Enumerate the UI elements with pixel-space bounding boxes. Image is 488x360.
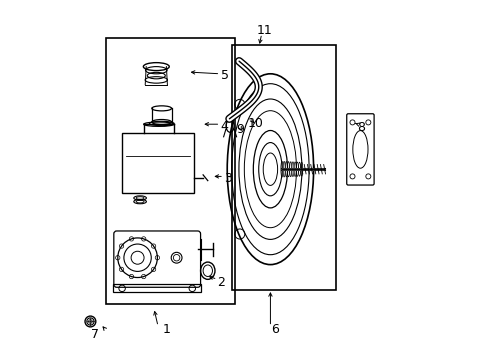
Text: 5: 5 [220, 69, 228, 82]
Text: 9: 9 [235, 123, 243, 136]
Bar [231, 45, 336, 290]
Text: 6: 6 [271, 323, 279, 336]
Text: 7: 7 [91, 328, 99, 341]
Text: 2: 2 [217, 276, 224, 289]
Bar [106, 38, 235, 304]
Text: 10: 10 [247, 117, 263, 130]
Text: 3: 3 [224, 172, 232, 185]
Text: 8: 8 [357, 121, 365, 134]
Text: 1: 1 [163, 323, 171, 336]
Bar [122, 133, 194, 193]
Text: 11: 11 [256, 24, 272, 37]
Text: 4: 4 [220, 120, 228, 132]
